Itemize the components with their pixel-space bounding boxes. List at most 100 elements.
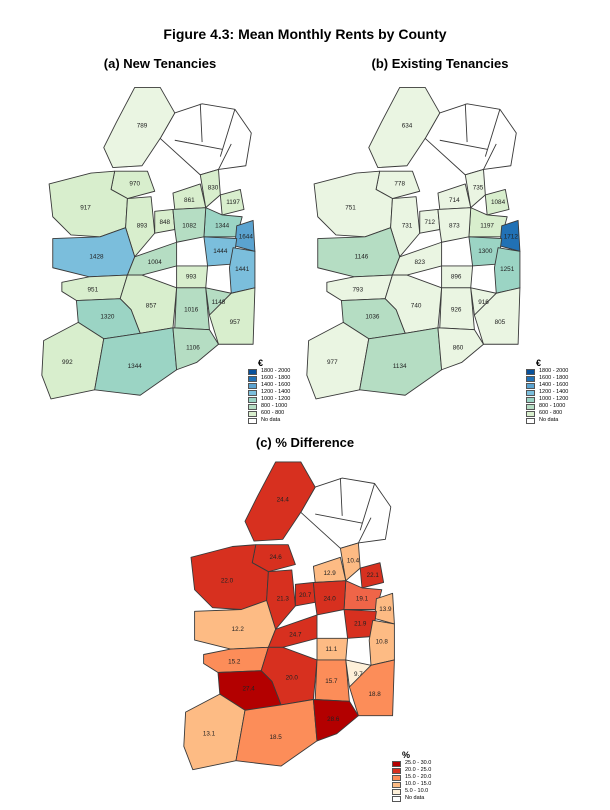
legend-label: No data — [405, 795, 425, 801]
value-label-cork: 1134 — [393, 363, 407, 370]
legend-rent-a: €1800 - 2000 1600 - 1800 1400 - 1600 1200 -… — [248, 359, 291, 424]
legend-swatch — [526, 396, 535, 403]
value-label-wicklow: 10.8 — [376, 639, 389, 646]
legend-swatch — [526, 417, 535, 424]
legend-rent-b: €1800 - 2000 1600 - 1800 1400 - 1600 1200 -… — [526, 359, 569, 424]
legend-label: 10.0 - 15.0 — [405, 781, 432, 787]
value-label-sligo: 970 — [129, 181, 140, 188]
legend-label: 20.0 - 25.0 — [405, 767, 432, 773]
value-label-dublin: 1644 — [239, 233, 254, 240]
county-waterford — [172, 327, 219, 371]
legend-label: 800 - 1000 — [539, 403, 566, 409]
county-waterford — [312, 699, 359, 742]
legend-swatch — [526, 382, 535, 389]
map-new-tenancies: 789 970 917 893 848 861 830 1197 1344 1082 1428 164… — [41, 86, 256, 400]
legend-label: 1600 - 1800 — [539, 375, 569, 381]
value-label-donegal: 24.4 — [277, 496, 290, 503]
legend-item: 1400 - 1600 — [248, 382, 290, 389]
value-label-monaghan: 10.4 — [347, 558, 360, 565]
legend-swatch — [248, 375, 257, 382]
value-label-waterford: 1106 — [186, 345, 200, 352]
value-label-clare: 793 — [353, 286, 364, 293]
value-label-mayo: 917 — [80, 204, 91, 211]
legend-label: 1800 - 2000 — [539, 368, 569, 374]
county-westmeath — [437, 207, 472, 243]
county-louth — [219, 188, 245, 216]
value-label-sligo: 778 — [394, 181, 405, 188]
legend-item: 600 - 800 — [526, 410, 568, 417]
legend-item: 20.0 - 25.0 — [392, 767, 431, 774]
value-label-westmeath: 24.0 — [323, 595, 336, 602]
panel-a-title: (a) New Tenancies — [103, 56, 217, 71]
value-label-carlow: 1148 — [212, 299, 226, 306]
value-label-galway: 1146 — [355, 254, 369, 261]
value-label-galway: 1428 — [89, 254, 104, 261]
legend-item: 1000 - 1200 — [526, 396, 568, 403]
value-label-cork: 1344 — [128, 363, 143, 370]
legend-item: 5.0 - 10.0 — [392, 788, 431, 795]
county-roscommon — [266, 569, 296, 630]
value-label-tipperary: 740 — [411, 303, 422, 310]
county-offaly — [126, 241, 178, 276]
legend-label: No data — [261, 417, 281, 423]
legend-swatch — [526, 389, 535, 396]
legend-label: 800 - 1000 — [261, 403, 288, 409]
value-label-wicklow: 1441 — [235, 266, 250, 273]
legend-label: 1200 - 1400 — [539, 389, 569, 395]
value-label-waterford: 860 — [453, 345, 464, 352]
legend-swatch — [248, 382, 257, 389]
legend-label: 1600 - 1800 — [261, 375, 291, 381]
value-label-kilkenny: 1016 — [184, 306, 199, 313]
value-label-donegal: 789 — [137, 122, 148, 129]
map-percent-difference: 24.4 24.6 22.0 21.3 20.7 12.9 10.4 22.1 19.1 24.0… — [183, 461, 395, 771]
legend-item: 600 - 800 — [248, 410, 290, 417]
value-label-limerick: 1036 — [365, 314, 380, 321]
value-label-wicklow: 1251 — [500, 266, 515, 273]
value-label-sligo: 24.6 — [269, 554, 282, 561]
value-label-longford: 848 — [159, 219, 170, 226]
value-label-galway: 12.2 — [232, 626, 245, 633]
value-label-wexford: 18.8 — [368, 691, 381, 698]
legend-label: 1400 - 1600 — [539, 382, 569, 388]
value-label-carlow: 916 — [478, 299, 489, 306]
value-label-kildare: 1300 — [478, 248, 493, 255]
value-label-carlow: 9.7 — [354, 671, 363, 678]
legend-label: 1000 - 1200 — [261, 396, 291, 402]
value-label-kilkenny: 15.7 — [325, 678, 338, 685]
value-label-dublin: 1712 — [504, 233, 519, 240]
legend-item: 1400 - 1600 — [526, 382, 568, 389]
value-label-louth: 22.1 — [367, 572, 380, 579]
value-label-wexford: 805 — [495, 319, 506, 326]
value-label-cavan: 12.9 — [323, 570, 336, 577]
county-cork — [359, 327, 443, 396]
legend-item: 10.0 - 15.0 — [392, 781, 431, 788]
panel-c-title: (c) % Difference — [255, 435, 355, 450]
county-cork — [94, 327, 178, 396]
value-label-waterford: 28.6 — [327, 716, 340, 723]
value-label-kerry: 977 — [327, 359, 338, 366]
county-donegal — [103, 86, 176, 169]
legend-swatch — [526, 368, 535, 375]
county-wexford — [208, 287, 256, 345]
legend-label: 1000 - 1200 — [539, 396, 569, 402]
value-label-longford: 20.7 — [299, 592, 312, 599]
legend-item: 15.0 - 20.0 — [392, 774, 431, 781]
value-label-offaly: 24.7 — [289, 631, 302, 638]
value-label-kildare: 21.9 — [354, 621, 367, 628]
value-label-roscommon: 893 — [137, 223, 148, 230]
value-label-kilkenny: 926 — [451, 306, 462, 313]
value-label-cavan: 861 — [184, 197, 195, 204]
county-cork — [235, 699, 318, 767]
legend-swatch — [392, 767, 401, 774]
value-label-cork: 18.5 — [269, 734, 282, 741]
legend-swatch — [392, 760, 401, 767]
value-label-roscommon: 21.3 — [277, 595, 290, 602]
value-label-clare: 15.2 — [228, 658, 241, 665]
value-label-laois: 896 — [451, 274, 462, 281]
legend-swatch — [248, 389, 257, 396]
legend-swatch — [392, 781, 401, 788]
value-label-wexford: 957 — [230, 319, 241, 326]
county-wexford — [348, 659, 395, 717]
county-westmeath — [312, 580, 347, 616]
value-label-kerry: 992 — [62, 359, 73, 366]
